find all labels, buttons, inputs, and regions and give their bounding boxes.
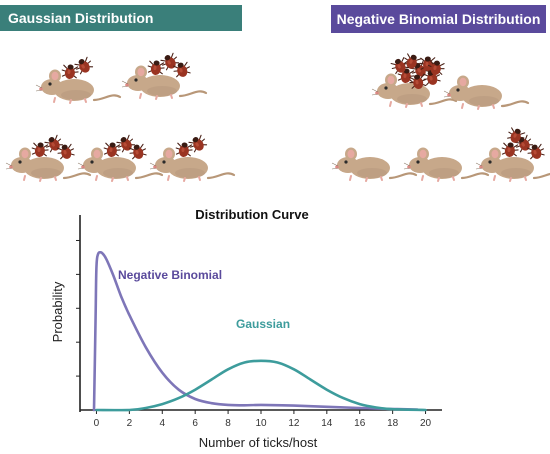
mouse-icon (120, 50, 208, 101)
gaussian-distribution-title: Gaussian Distribution (8, 10, 154, 26)
x-tick-label: 16 (354, 418, 366, 429)
negative-binomial-distribution-title: Negative Binomial Distribution (336, 11, 541, 27)
x-tick-label: 14 (321, 418, 333, 429)
mouse-icon (34, 54, 122, 105)
tick-icon (30, 141, 50, 159)
gaussian-label: Gaussian (236, 317, 290, 331)
tick-icon (42, 132, 65, 155)
mouse-icon (330, 146, 418, 183)
gaussian-curve (95, 359, 427, 412)
x-tick-label: 10 (255, 418, 267, 429)
tick-icon (186, 132, 209, 155)
x-tick-label: 0 (94, 418, 100, 429)
distribution-curve-chart: Distribution Curve 0 2 4 6 8 10 12 14 16 18 20 Pro… (50, 207, 442, 450)
mouse-icon (4, 132, 92, 183)
mouse-icon (148, 132, 236, 183)
mouse-icon (402, 146, 490, 183)
x-axis-label: Number of ticks/host (199, 435, 318, 450)
negative-binomial-curve (92, 250, 419, 412)
tick-icon (158, 50, 181, 73)
mice-illustrations (4, 50, 550, 183)
x-tick-label: 2 (127, 418, 133, 429)
x-tick-label: 4 (159, 418, 165, 429)
mouse-icon (474, 125, 550, 183)
gaussian-distribution-banner: Gaussian Distribution (0, 5, 242, 31)
x-tick-label: 18 (387, 418, 399, 429)
y-axis-ticks (76, 239, 80, 377)
x-axis-ticks: 0 2 4 6 8 10 12 14 16 18 20 (94, 410, 432, 429)
tick-icon (102, 141, 122, 159)
x-tick-label: 20 (420, 418, 432, 429)
tick-icon (114, 132, 137, 155)
negative-binomial-distribution-banner: Negative Binomial Distribution (331, 5, 546, 33)
chart-title: Distribution Curve (195, 207, 308, 222)
mouse-icon (76, 132, 164, 183)
tick-icon (72, 54, 95, 77)
tick-icon (500, 141, 520, 159)
tick-icon (60, 63, 80, 81)
tick-icon (146, 59, 166, 77)
negative-binomial-label: Negative Binomial (118, 268, 222, 282)
mouse-icon (442, 74, 530, 111)
x-tick-label: 12 (288, 418, 300, 429)
x-tick-label: 8 (225, 418, 231, 429)
tick-icon (174, 141, 194, 159)
y-axis-label: Probability (50, 281, 65, 342)
mouse-icon (370, 51, 458, 109)
chart-series (92, 250, 427, 412)
x-tick-label: 6 (192, 418, 198, 429)
